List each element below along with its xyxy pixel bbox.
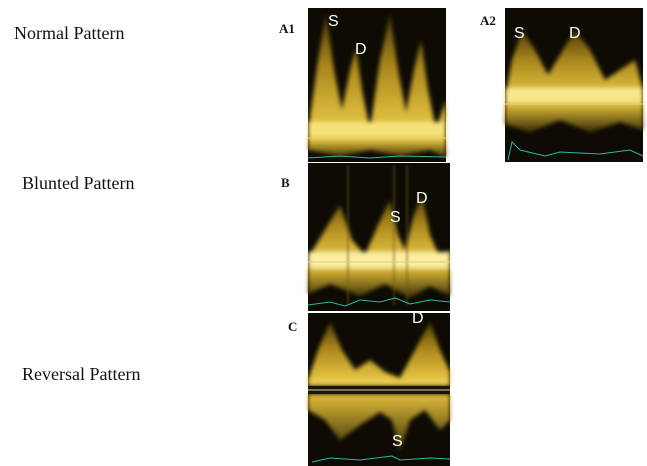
wave-mark: S: [328, 13, 339, 30]
row-label: Normal Pattern: [14, 23, 124, 43]
wave-mark: D: [569, 25, 581, 42]
wave-mark: S: [392, 433, 403, 450]
wave-mark: D: [412, 310, 424, 327]
wave-mark: D: [416, 190, 428, 207]
wave-mark: S: [514, 25, 525, 42]
panel-id: B: [281, 175, 290, 190]
row-label: Blunted Pattern: [22, 173, 134, 193]
panel-id: A2: [480, 13, 496, 28]
doppler-panel: [308, 8, 446, 162]
wave-mark: D: [355, 41, 367, 58]
wave-mark: S: [390, 209, 401, 226]
panel-id: C: [288, 319, 297, 334]
doppler-panel: [308, 163, 450, 311]
row-label: Reversal Pattern: [22, 364, 140, 384]
doppler-panel: [308, 313, 450, 466]
figure: Normal Pattern Blunted Pattern Reversal …: [0, 0, 647, 466]
panel-id: A1: [279, 21, 295, 36]
